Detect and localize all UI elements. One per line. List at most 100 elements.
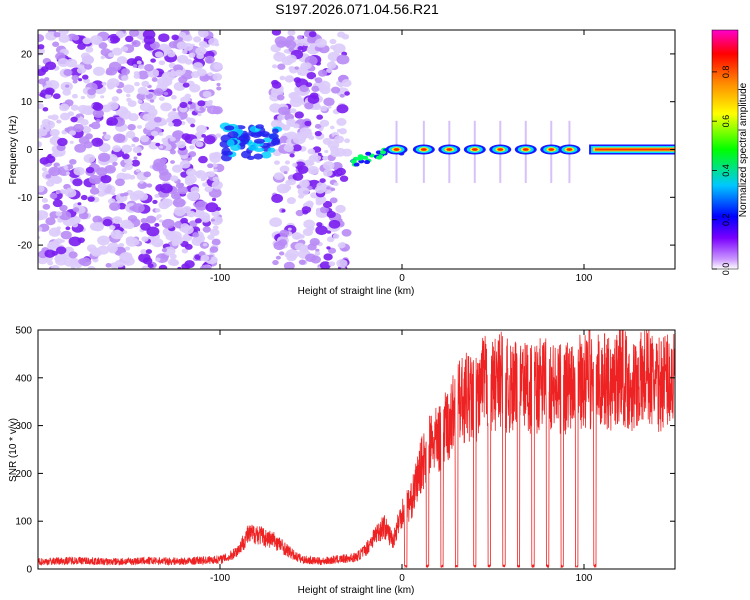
- spectrogram-xtick-label: 100: [576, 273, 593, 284]
- noise-blob: [105, 69, 113, 76]
- noise-blob: [38, 210, 49, 220]
- noise-blob: [283, 144, 294, 153]
- colorbar-tick-label: 0.2: [721, 213, 731, 226]
- noise-blob: [271, 30, 282, 36]
- noise-blob: [204, 55, 215, 64]
- noise-blob: [140, 135, 150, 143]
- noise-blob: [193, 36, 202, 43]
- noise-blob: [308, 154, 319, 163]
- signal-blob: [350, 159, 357, 164]
- signal-blob: [266, 142, 276, 147]
- noise-blob: [330, 86, 341, 94]
- noise-blob: [87, 88, 97, 96]
- noise-blob: [83, 153, 96, 163]
- spectrogram-ylabel: Frequency (Hz): [8, 116, 19, 185]
- noise-blob: [127, 123, 136, 131]
- noise-blob: [285, 54, 297, 64]
- noise-blob: [314, 123, 322, 129]
- noise-blob: [88, 123, 94, 128]
- noise-blob: [69, 140, 74, 144]
- noise-blob: [115, 30, 124, 37]
- noise-blob: [287, 30, 296, 36]
- noise-blob: [72, 79, 78, 84]
- noise-blob: [326, 210, 336, 218]
- noise-blob: [92, 102, 104, 111]
- noise-blob: [341, 79, 352, 88]
- noise-blob: [271, 81, 282, 89]
- noise-blob: [102, 218, 113, 227]
- noise-blob: [112, 145, 122, 153]
- noise-blob: [293, 77, 302, 83]
- noise-blob: [121, 144, 133, 154]
- noise-blob: [119, 252, 133, 262]
- signal-blob: [362, 155, 369, 160]
- noise-blob: [275, 51, 282, 57]
- colorbar-label: Normalized spectral amplitude: [738, 82, 749, 217]
- colorbar-tick-label: 0.4: [721, 164, 731, 177]
- noise-blob: [305, 253, 317, 262]
- noise-blob: [177, 186, 188, 195]
- noise-blob: [199, 264, 212, 269]
- noise-blob: [176, 140, 186, 149]
- noise-blob: [65, 171, 71, 175]
- noise-blob: [158, 200, 170, 210]
- noise-blob: [273, 160, 280, 165]
- noise-blob: [138, 253, 151, 263]
- noise-blob: [59, 189, 66, 194]
- noise-blob: [45, 93, 52, 99]
- noise-blob: [322, 155, 329, 161]
- noise-blob: [72, 207, 80, 213]
- noise-blob: [276, 94, 285, 101]
- noise-blob: [214, 42, 220, 47]
- noise-blob: [179, 101, 188, 109]
- noise-blob: [323, 253, 333, 261]
- noise-blob: [197, 100, 206, 107]
- pulse-core: [548, 148, 555, 151]
- noise-blob: [82, 74, 89, 80]
- noise-blob: [335, 204, 346, 213]
- noise-blob: [326, 61, 337, 69]
- noise-blob: [84, 63, 93, 70]
- noise-blob: [133, 156, 138, 160]
- noise-blob: [319, 178, 326, 184]
- noise-blob: [286, 253, 297, 262]
- noise-blob: [213, 168, 218, 173]
- noise-blob: [57, 58, 70, 68]
- noise-blob: [329, 125, 335, 130]
- noise-blob: [184, 93, 192, 99]
- pulse-core: [566, 148, 573, 151]
- noise-blob: [38, 34, 45, 43]
- noise-blob: [297, 165, 309, 174]
- noise-blob: [188, 151, 197, 157]
- noise-blob: [173, 206, 186, 217]
- noise-blob: [55, 256, 67, 266]
- noise-blob: [96, 167, 108, 176]
- noise-blob: [137, 99, 143, 104]
- noise-blob: [58, 30, 70, 36]
- noise-blob: [135, 168, 141, 173]
- noise-blob: [169, 136, 176, 142]
- signal-blob: [227, 131, 239, 139]
- pulse-core: [393, 148, 400, 151]
- pulse-core: [420, 148, 427, 151]
- noise-blob: [136, 92, 147, 101]
- noise-blob: [294, 235, 300, 240]
- noise-blob: [49, 192, 58, 199]
- noise-blob: [285, 40, 297, 49]
- noise-blob: [125, 130, 136, 139]
- noise-blob: [111, 96, 119, 102]
- noise-blob: [85, 166, 95, 174]
- noise-blob: [198, 30, 209, 38]
- signal-blob: [262, 137, 272, 143]
- noise-blob: [159, 183, 173, 194]
- noise-blob: [287, 179, 296, 186]
- noise-blob: [332, 43, 346, 54]
- noise-blob: [102, 131, 107, 135]
- noise-blob: [289, 108, 297, 114]
- spectrogram-xlabel: Height of straight line (km): [298, 286, 415, 297]
- noise-blob: [311, 85, 320, 92]
- noise-blob: [287, 227, 292, 231]
- noise-blob: [169, 253, 177, 260]
- noise-blob: [279, 165, 290, 174]
- signal-blob: [267, 147, 276, 153]
